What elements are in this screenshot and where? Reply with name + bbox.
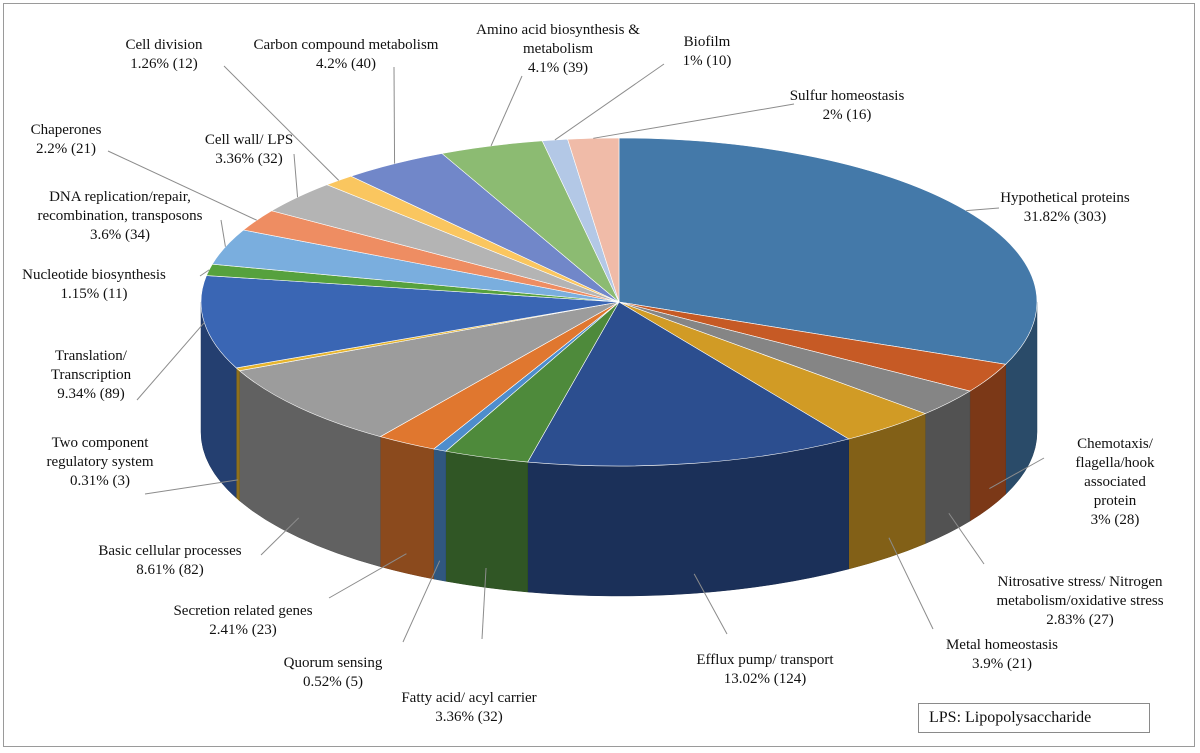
slice-label-15: Cell division 1.26% (12): [125, 37, 203, 72]
leader-line-3: [888, 537, 934, 630]
leader-line-11: [199, 269, 210, 277]
leader-line-5: [481, 567, 487, 640]
slice-label-10: Translation/Transcription 9.34% (89): [51, 348, 132, 402]
chart-frame: Hypothetical proteins 31.82% (303) Chemota…: [3, 3, 1195, 747]
slice-label-9: Two component regulatory system 0.31% (3): [46, 435, 153, 489]
abbreviation-note: LPS: Lipopolysaccharide: [918, 703, 1150, 733]
leader-line-6: [402, 560, 441, 643]
leader-line-9: [144, 479, 238, 495]
leader-line-0: [966, 207, 1000, 212]
pie-chart: Hypothetical proteins 31.82% (303) Chemota…: [22, 22, 1164, 725]
slice-labels: Hypothetical proteins 31.82% (303) Chemota…: [22, 22, 1164, 725]
slice-label-13: Chaperones 2.2% (21): [31, 122, 102, 157]
pie-slice-4: [527, 301, 850, 467]
slice-label-8: Basic cellular processes 8.61% (82): [98, 543, 241, 578]
slice-label-2: Nitrosative stress/ Nitrogen metabolism/o…: [996, 574, 1163, 628]
slice-label-0: Hypothetical proteins 31.82% (303): [1000, 190, 1130, 225]
pie-side-7: [380, 436, 434, 580]
slice-label-6: Quorum sensing 0.52% (5): [284, 655, 383, 690]
leader-line-12: [220, 219, 226, 247]
slice-label-14: Cell wall/ LPS 3.36% (32): [205, 132, 293, 167]
leader-line-8: [260, 517, 300, 556]
leader-line-16: [393, 66, 396, 164]
slice-label-5: Fatty acid/ acyl carrier 3.36% (32): [401, 690, 536, 725]
pie-side-2: [924, 390, 971, 545]
leader-line-10: [136, 322, 205, 401]
pie-sides: [200, 301, 1038, 597]
leader-line-19: [593, 103, 795, 139]
slice-label-3: Metal homeostasis 3.9% (21): [946, 637, 1058, 672]
pie-tops: [200, 137, 1038, 467]
slice-label-12: DNA replication/repair, recombination, tr…: [38, 189, 203, 243]
pie-side-3: [848, 413, 926, 570]
pie-slice-10: [200, 275, 620, 369]
pie-side-5: [445, 450, 528, 593]
slice-label-17: Amino acid biosynthesis & metabolism 4.1% …: [476, 22, 640, 76]
slice-label-11: Nucleotide biosynthesis 1.15% (11): [22, 267, 166, 302]
slice-label-4: Efflux pump/ transport 13.02% (124): [696, 652, 834, 687]
leader-line-7: [328, 553, 407, 599]
leader-line-15: [223, 65, 340, 181]
slice-label-18: Biofilm 1% (10): [683, 34, 732, 69]
leader-line-13: [107, 150, 257, 221]
pie-side-9: [235, 367, 240, 502]
leader-line-4: [693, 573, 728, 635]
leader-lines: [107, 63, 1045, 643]
leader-line-17: [490, 75, 523, 147]
pie-slice-8: [238, 301, 620, 437]
leader-line-1: [989, 457, 1045, 489]
slice-label-7: Secretion related genes 2.41% (23): [173, 603, 312, 638]
leader-line-2: [948, 512, 985, 565]
leader-line-18: [554, 63, 665, 141]
slice-label-1: Chemotaxis/flagella/hook associated protei…: [1075, 436, 1155, 528]
slice-label-16: Carbon compound metabolism 4.2% (40): [254, 37, 439, 72]
leader-line-14: [293, 153, 299, 198]
slice-label-19: Sulfur homeostasis 2% (16): [790, 88, 905, 123]
pie-slice-0: [618, 137, 1038, 365]
